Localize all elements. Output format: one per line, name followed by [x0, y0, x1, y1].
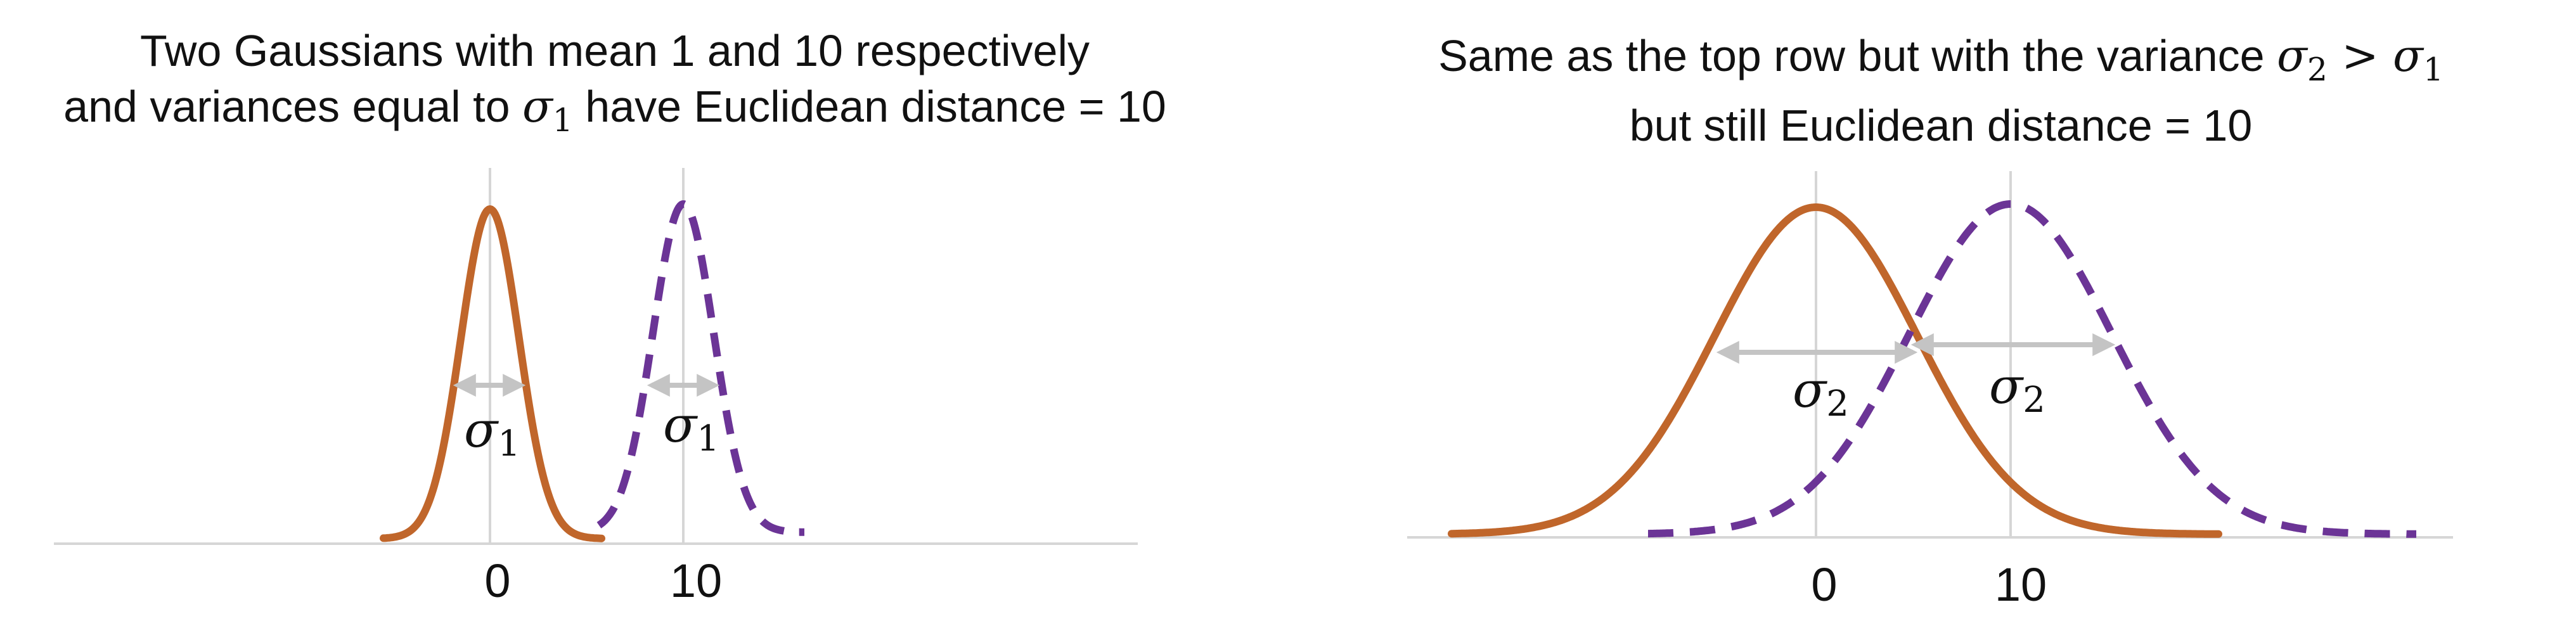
gaussian-curve-mean-0 [380, 205, 605, 542]
sigma-symbol: σ2 [2277, 30, 2328, 88]
panel-title: Two Gaussians with mean 1 and 10 respect… [0, 23, 1230, 148]
title-line-2: but still Euclidean distance = 10 [1629, 101, 2253, 150]
tick-label-10: 10 [1995, 558, 2047, 611]
sigma-label: σ2 [1989, 358, 2045, 421]
title-text: Same as the top row but with the varianc… [1438, 31, 2277, 80]
tick-label-0: 0 [1811, 558, 1837, 611]
title-line-1: Two Gaussians with mean 1 and 10 respect… [140, 26, 1090, 75]
plot-larger-variance: σ2 σ2 0 10 [1407, 171, 2453, 611]
greater-than-symbol: > [2327, 30, 2393, 82]
title-line-1: Same as the top row but with the varianc… [1306, 28, 2576, 98]
gaussian-curve-mean-10 [596, 200, 807, 536]
tick-label-10: 10 [670, 554, 722, 607]
sigma-symbol: σ1 [2393, 30, 2444, 88]
gaussian-curve-mean-0 [1448, 203, 2222, 538]
tick-label-0: 0 [484, 554, 510, 607]
gaussian-curve-mean-10 [1645, 200, 2419, 538]
sigma-symbol: σ1 [522, 80, 573, 139]
panel-equal-variance: Two Gaussians with mean 1 and 10 respect… [0, 0, 1230, 621]
panel-larger-variance: Same as the top row but with the varianc… [1306, 0, 2576, 621]
sigma-label: σ1 [464, 402, 520, 464]
sigma-label: σ1 [663, 397, 719, 459]
plot-equal-variance: σ1 σ1 0 10 [54, 168, 1138, 607]
title-text: and variances equal to [63, 82, 522, 131]
title-text: have Euclidean distance = 10 [572, 82, 1166, 131]
panel-title: Same as the top row but with the varianc… [1306, 28, 2576, 153]
sigma-label: σ2 [1793, 362, 1849, 425]
title-line-2: and variances equal to σ1 have Euclidean… [0, 79, 1230, 148]
